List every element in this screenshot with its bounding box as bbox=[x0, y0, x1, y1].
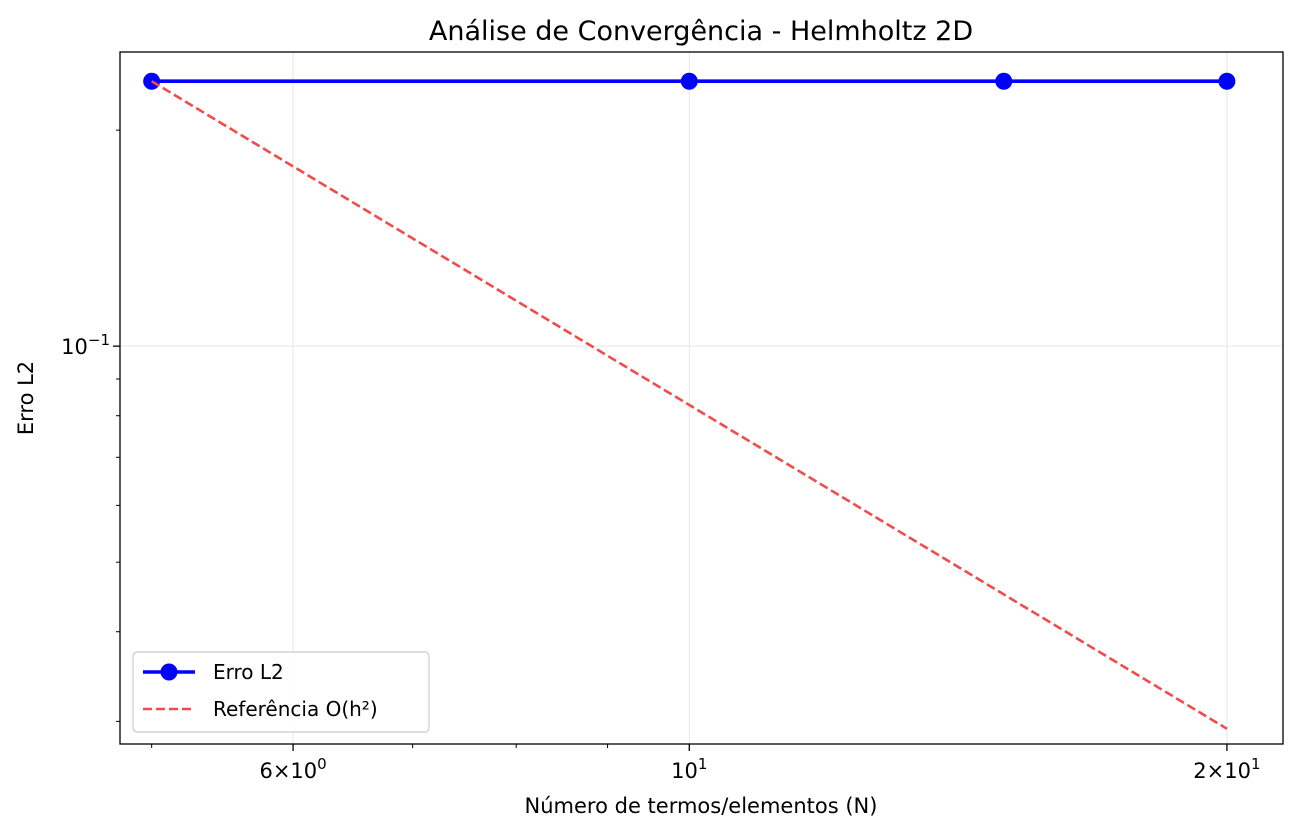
chart-title: Análise de Convergência - Helmholtz 2D bbox=[429, 16, 973, 47]
x-axis: 6×100 101 2×101 bbox=[151, 744, 1261, 783]
legend-swatch-marker bbox=[160, 663, 178, 681]
y-axis: 10−1 bbox=[61, 129, 120, 722]
legend: Erro L2 Referência O(h²) bbox=[132, 651, 430, 733]
data-point bbox=[995, 72, 1013, 90]
series-line-1 bbox=[150, 80, 1228, 730]
grid bbox=[120, 52, 1283, 744]
x-tick-label: 6×100 bbox=[259, 755, 326, 783]
data-point bbox=[680, 72, 698, 90]
legend-label: Referência O(h²) bbox=[213, 697, 378, 721]
data-point bbox=[1218, 72, 1236, 90]
x-tick-label: 101 bbox=[671, 755, 707, 783]
legend-box bbox=[132, 651, 430, 733]
plot-area bbox=[143, 72, 1236, 730]
legend-label: Erro L2 bbox=[213, 660, 284, 684]
x-tick-label: 2×101 bbox=[1193, 755, 1260, 783]
y-tick-label: 10−1 bbox=[61, 331, 110, 359]
y-axis-label: Erro L2 bbox=[14, 361, 38, 435]
plot-frame bbox=[119, 51, 1284, 745]
x-axis-label: Número de termos/elementos (N) bbox=[525, 794, 878, 818]
